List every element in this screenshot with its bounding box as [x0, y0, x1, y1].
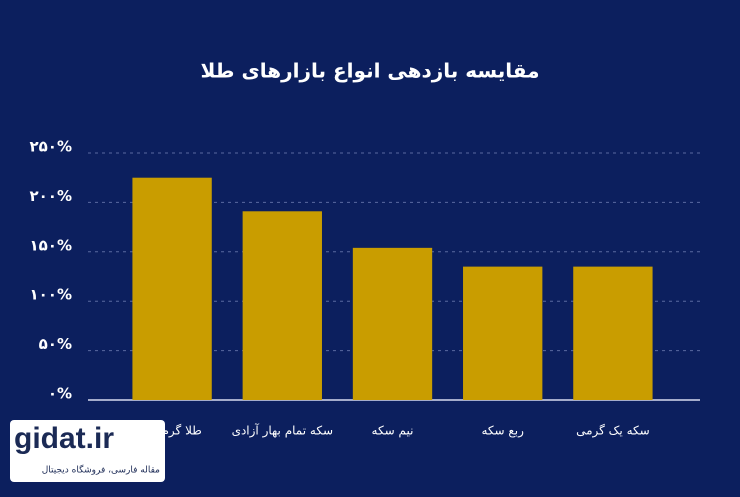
- bar: [242, 211, 322, 400]
- y-tick-label: ۱۰۰%: [30, 286, 73, 304]
- y-tick-label: ۵۰%: [39, 335, 72, 353]
- x-tick-label: سکه تمام بهار آزادی: [232, 423, 333, 439]
- y-tick-label: ۲۰۰%: [30, 187, 73, 205]
- x-tick-label: سکه یک گرمی: [576, 424, 650, 439]
- y-tick-label: ۰%: [48, 385, 72, 403]
- bar: [352, 247, 433, 400]
- y-tick-label: ۲۵۰%: [30, 138, 73, 156]
- bar: [132, 177, 212, 400]
- bar: [463, 266, 543, 400]
- x-tick-label: ربع سکه: [481, 424, 524, 439]
- y-tick-label: ۱۵۰%: [30, 236, 73, 254]
- watermark-box: [10, 420, 165, 482]
- x-tick-label: نیم سکه: [372, 424, 414, 438]
- bar: [573, 266, 653, 400]
- chart-title: مقایسه بازدهی انواع بازارهای طلا: [200, 59, 539, 83]
- watermark-tagline: مقاله فارسی، فروشگاه دیجیتال: [42, 464, 160, 476]
- watermark-logo: gidat.ir: [14, 422, 114, 455]
